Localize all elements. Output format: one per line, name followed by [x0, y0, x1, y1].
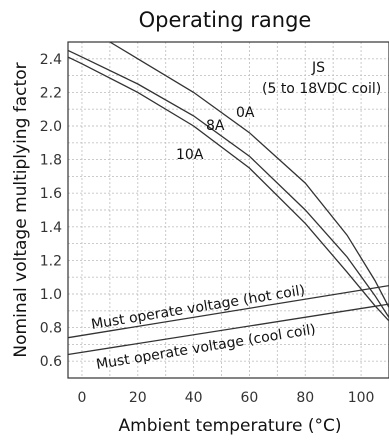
- curve-layer: [67, 41, 389, 356]
- y-tick-label: 2.0: [40, 119, 62, 135]
- coil-range-label: (5 to 18VDC coil): [262, 81, 381, 97]
- series-line-0a: [109, 41, 389, 308]
- series-line-must-operate-voltage-hot-coil: [67, 284, 389, 339]
- cool-coil-label: Must operate voltage (cool coil): [95, 322, 317, 373]
- y-tick-label: 1.2: [40, 253, 62, 269]
- x-tick-label: 100: [348, 390, 375, 406]
- curve-label-10a: 10A: [176, 147, 204, 163]
- y-tick-label: 0.6: [40, 354, 62, 370]
- hot-coil-label: Must operate voltage (hot coil): [90, 283, 306, 333]
- plot-frame: [67, 41, 389, 379]
- series-line-10a: [67, 56, 389, 322]
- grid-layer: [68, 42, 389, 378]
- tick-layer: 0 20 40 60 80 100 0.6 0.8 1.0 1.2 1.4 1.6 1.8 2.0 2.2 2…: [40, 52, 375, 406]
- y-tick-label: 1.6: [40, 186, 62, 202]
- y-tick-label: 0.8: [40, 321, 62, 337]
- series-line-8a: [67, 49, 389, 318]
- chart-title: Operating range: [139, 8, 312, 32]
- y-tick-label: 2.4: [40, 52, 62, 68]
- y-tick-label: 1.4: [40, 220, 62, 236]
- y-tick-label: 1.8: [40, 153, 62, 169]
- x-tick-label: 40: [185, 390, 203, 406]
- x-tick-label: 60: [241, 390, 259, 406]
- curve-label-0a: 0A: [236, 105, 255, 121]
- x-tick-label: 20: [129, 390, 147, 406]
- y-tick-label: 2.2: [40, 85, 62, 101]
- x-tick-label: 0: [77, 390, 86, 406]
- curve-label-8a: 8A: [206, 118, 225, 134]
- model-label: JS: [311, 60, 325, 76]
- series-line-must-operate-voltage-cool-coil: [67, 303, 389, 356]
- x-tick-label: 80: [296, 390, 314, 406]
- y-tick-label: 1.0: [40, 287, 62, 303]
- x-axis-label: Ambient temperature (°C): [119, 416, 342, 436]
- y-axis-label: Nominal voltage multiplying factor: [11, 62, 31, 357]
